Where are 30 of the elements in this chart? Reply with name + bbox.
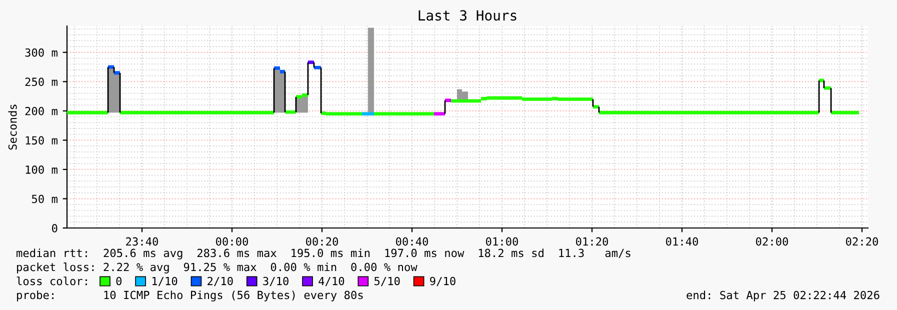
text: packet loss: 2.22 % avg 91.25 % max 0.00 % min 0.00 % now	[17, 262, 418, 274]
legend-label: 2/10	[208, 276, 233, 286]
y-tick-label: 200 m	[25, 106, 58, 116]
y-tick-label: 50 m	[32, 194, 58, 204]
legend-label: 9/10	[430, 276, 456, 286]
text: median rtt: 205.6 ms avg 283.6 ms max 195.0 ms min 197.0 ms now 18.2 ms sd 11.3 am/s	[16, 248, 630, 260]
x-tick-label: 00:40	[396, 237, 428, 246]
y-tick-label: 150 m	[26, 136, 58, 145]
legend-label: 5/10	[374, 276, 400, 286]
y-tick-label: 300 m	[25, 48, 58, 57]
legend-label: 3/10	[263, 276, 288, 286]
x-tick-label: 00:00	[216, 237, 248, 246]
y-tick-label: 100 m	[26, 165, 58, 174]
legend-label: 0	[116, 276, 122, 286]
x-tick-label: 23:40	[126, 237, 158, 246]
legend-title: loss color:	[16, 276, 87, 286]
x-tick-label: 01:20	[576, 237, 608, 246]
x-tick-label: 01:40	[666, 237, 698, 246]
x-tick-label: 02:00	[756, 237, 788, 246]
y-tick-label: 0	[52, 224, 58, 232]
x-tick-label: 01:00	[486, 237, 518, 246]
y-tick-label: 250 m	[25, 78, 58, 86]
y-axis-title: Seconds	[8, 104, 17, 150]
x-tick-label: 02:20	[846, 237, 878, 246]
chart-title: Last 3 Hours	[418, 10, 516, 21]
legend-label: 4/10	[318, 276, 344, 286]
x-tick-label: 00:20	[306, 237, 338, 246]
legend-label: 1/10	[152, 276, 178, 286]
text: end: Sat Apr 25 02:22:44 2026	[686, 290, 880, 302]
text: probe: 10 ICMP Echo Pings (56 Bytes) every 80s	[17, 290, 363, 302]
